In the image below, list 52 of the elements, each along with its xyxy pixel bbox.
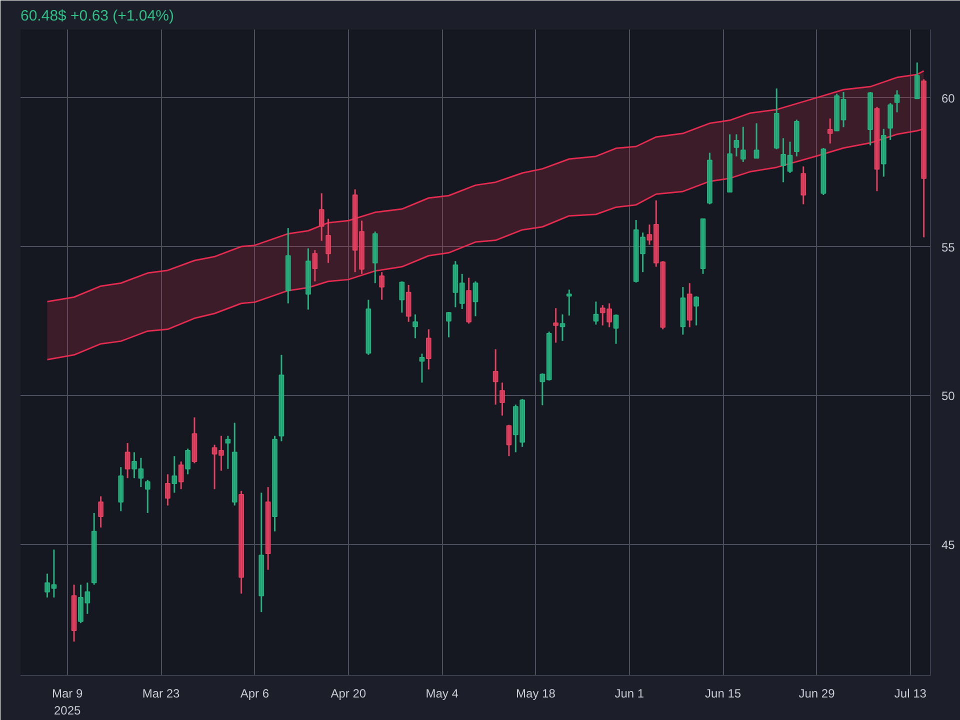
candlestick — [165, 474, 170, 506]
candlestick — [894, 89, 900, 114]
x-tick-label: Jul 13 — [894, 686, 927, 700]
x-tick-label: May 18 — [516, 686, 556, 700]
y-tick-label: 55 — [942, 240, 956, 254]
candlestick — [492, 348, 498, 406]
x-tick-label: May 4 — [426, 686, 459, 700]
x-tick-label: Jun 1 — [614, 686, 644, 700]
candlestick — [379, 271, 384, 301]
candlestick — [888, 102, 894, 141]
candlestick — [312, 249, 318, 282]
candlestick — [172, 455, 178, 494]
candlestick — [318, 192, 324, 242]
chart-title: 60.48$ +0.63 (+1.04%) — [20, 8, 174, 24]
candlestick — [800, 166, 806, 205]
candlestick — [225, 435, 231, 470]
candlestick — [98, 496, 104, 528]
candlestick — [326, 218, 331, 264]
candlestick — [593, 300, 599, 326]
candlestick — [446, 311, 452, 338]
candlestick — [419, 352, 425, 384]
candlestick — [426, 328, 432, 370]
candlestick — [560, 314, 566, 342]
candlestick — [613, 314, 619, 345]
candlestick — [506, 424, 512, 457]
candlestick — [412, 314, 418, 339]
x-tick-label: Jun 29 — [798, 686, 836, 700]
candlestick — [734, 134, 740, 158]
x-tick-label: Apr 6 — [240, 686, 270, 700]
candlestick — [827, 118, 833, 144]
x-tick-label: Jun 15 — [705, 686, 742, 700]
candlestick — [399, 280, 405, 314]
candlestick — [566, 288, 572, 316]
candlestick — [694, 295, 699, 326]
candlestick — [185, 448, 190, 476]
x-tick-label: Apr 20 — [330, 686, 366, 700]
x-tick-label: Mar 23 — [142, 686, 180, 700]
candlestick — [500, 382, 505, 416]
candlestick — [914, 62, 920, 100]
candlestick — [472, 280, 478, 317]
candlestick — [144, 479, 150, 514]
candlestick — [754, 122, 760, 159]
candlestick — [178, 460, 184, 490]
candlestick — [740, 126, 746, 163]
line-series — [46, 70, 925, 302]
y-tick-label: 50 — [942, 389, 956, 404]
candlestick — [553, 307, 558, 344]
y-tick-label: 60 — [942, 91, 956, 106]
candlestick — [406, 284, 412, 323]
x-tick-label: Mar 9 2025 — [52, 686, 83, 718]
candlestick — [124, 442, 130, 479]
y-tick-label: 45 — [942, 538, 956, 552]
